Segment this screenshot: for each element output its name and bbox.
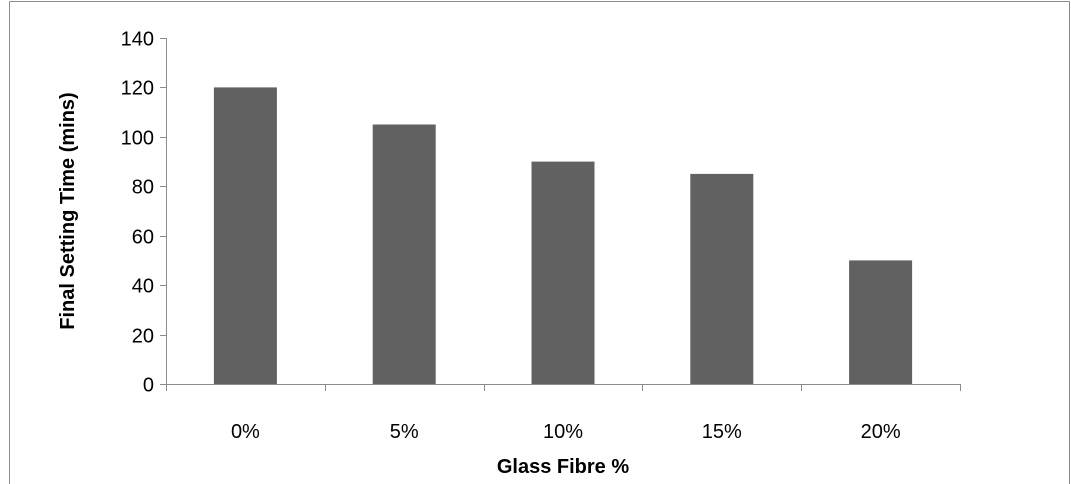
axes-layer: [160, 38, 961, 391]
x-tick-label: 15%: [702, 421, 742, 443]
bar-0pct: [213, 87, 277, 385]
x-tick-label: 20%: [861, 421, 901, 443]
y-tick-label: 20: [132, 326, 154, 348]
y-tick-label: 80: [132, 177, 154, 199]
x-tick-label: 5%: [390, 421, 419, 443]
y-tick-label: 120: [121, 78, 154, 100]
bar-5pct: [372, 124, 436, 384]
x-axis-title: Glass Fibre %: [497, 456, 629, 478]
x-tick-label: 10%: [543, 421, 583, 443]
bars-layer: [213, 87, 913, 385]
y-tick-label: 40: [132, 276, 154, 298]
y-tick-label: 140: [121, 29, 154, 51]
y-tick-label: 100: [121, 128, 154, 150]
bar-15pct: [690, 173, 754, 384]
x-tick-label: 0%: [231, 421, 260, 443]
y-tick-label: 0: [143, 375, 154, 397]
bar-10pct: [531, 161, 595, 384]
bar-20pct: [849, 260, 913, 384]
y-tick-label: 60: [132, 227, 154, 249]
labels-layer: 0 20 40 60 80 100 120 140 0% 5% 10% 15% 20%: [121, 29, 901, 444]
y-axis-title: Final Setting Time (mins): [57, 92, 79, 329]
